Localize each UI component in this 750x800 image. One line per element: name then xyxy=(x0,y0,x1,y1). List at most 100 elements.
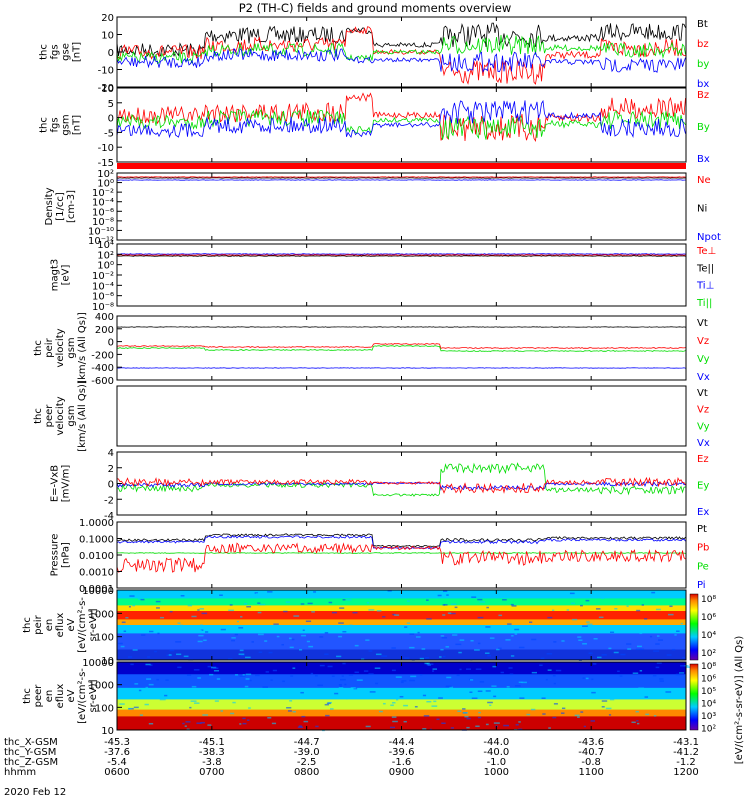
spec-electron-speck xyxy=(289,700,293,702)
spec-electron-speck xyxy=(392,701,396,704)
spec-ion-speck xyxy=(406,600,410,602)
spec-electron-speck xyxy=(509,673,514,676)
spec-ion-speck xyxy=(238,653,245,656)
p1-by-line xyxy=(116,108,686,140)
spec-electron-speck xyxy=(213,670,219,672)
y-tick-label: 0 xyxy=(108,114,114,125)
spec-ion-speck xyxy=(376,610,382,612)
colorbar-tick-label: 10³ xyxy=(701,712,716,722)
spec-electron-speck xyxy=(580,711,584,713)
spec-ion-speck xyxy=(598,616,604,619)
spec-ion-speck xyxy=(566,609,570,611)
spec-electron-speck xyxy=(469,691,473,694)
legend-by: by xyxy=(697,59,709,70)
spec-electron-speck xyxy=(635,710,639,713)
spec-ion-speck xyxy=(231,639,235,642)
spec-electron-speck xyxy=(553,703,558,705)
spec-ion-speck xyxy=(607,626,613,629)
spec-ion-speck xyxy=(489,637,495,639)
y-tick-label: 0.0001 xyxy=(79,584,114,595)
spec-electron-speck xyxy=(656,662,662,664)
spec-ion-speck xyxy=(409,633,415,635)
spec-ion-speck xyxy=(510,655,515,657)
spec-electron-speck xyxy=(652,692,656,694)
spec-electron-speck xyxy=(518,681,523,684)
spec-ion-speck xyxy=(366,601,370,604)
y-axis-label: peir xyxy=(44,337,55,357)
y-axis-label: sr-eV)] xyxy=(88,679,99,712)
spec-electron-speck xyxy=(138,689,142,692)
spec-electron-speck xyxy=(271,722,277,725)
xaxis-value: -44.0 xyxy=(483,737,509,748)
spec-ion-speck xyxy=(149,630,154,633)
spec-electron-speck xyxy=(119,703,125,705)
spec-electron-speck xyxy=(684,665,689,667)
spec-ion-speck xyxy=(201,612,208,615)
spec-ion-speck xyxy=(601,654,607,656)
spec-ion-speck xyxy=(246,605,252,608)
spec-electron-speck xyxy=(553,682,556,685)
legend-Pt: Pt xyxy=(697,524,707,535)
spec-electron-speck xyxy=(338,684,342,686)
spec-electron-speck xyxy=(393,688,398,691)
y-axis-label: [mV/m] xyxy=(61,465,72,503)
spec-ion-speck xyxy=(443,604,448,606)
p7-pi-line xyxy=(116,535,686,550)
y-axis-label: [km/s (All Qs)] xyxy=(77,380,88,452)
spec-ion-speck xyxy=(360,658,365,661)
spec-ion-speck xyxy=(666,654,672,656)
spec-ion-speck xyxy=(123,630,127,633)
spec-ion-speck xyxy=(132,649,138,651)
xaxis-value: 0900 xyxy=(389,767,414,778)
spec-ion-speck xyxy=(118,642,123,645)
y-tick-label: 2 xyxy=(108,464,114,475)
spec-ion-speck xyxy=(391,647,396,649)
y-tick-label: 5 xyxy=(108,99,114,110)
spec-electron-speck xyxy=(517,728,523,731)
y-tick-label: -4 xyxy=(104,511,114,522)
spec-electron-speck xyxy=(182,722,185,725)
spec-ion-band xyxy=(117,605,686,612)
spec-ion-speck xyxy=(653,650,659,652)
spec-electron-speck xyxy=(403,720,407,723)
colorbar-ion xyxy=(689,593,699,661)
y-tick-label: 400 xyxy=(95,312,114,323)
spec-ion-speck xyxy=(264,640,268,642)
spec-electron-speck xyxy=(314,675,318,677)
spec-electron-speck xyxy=(245,673,252,676)
spec-electron-speck xyxy=(193,669,200,671)
spec-ion-speck xyxy=(640,626,647,628)
spec-ion-speck xyxy=(442,614,446,616)
xaxis-value: -44.7 xyxy=(294,737,320,748)
legend-Bz: Bz xyxy=(697,90,709,101)
spec-electron-speck xyxy=(242,717,246,720)
xaxis-value: -2.5 xyxy=(297,757,317,768)
spec-electron-speck xyxy=(665,691,672,693)
spec-ion-speck xyxy=(417,631,420,634)
spec-ion-speck xyxy=(610,631,615,634)
y-axis-label: thc xyxy=(39,44,50,60)
colorbar-tick-label: 10⁴ xyxy=(701,700,716,710)
spec-electron-speck xyxy=(521,681,527,684)
spec-ion-speck xyxy=(671,648,676,651)
spec-electron-speck xyxy=(186,674,192,676)
legend-Ti⊥: Ti⊥ xyxy=(696,281,714,292)
xaxis-value: -37.6 xyxy=(104,747,130,758)
spec-electron-speck xyxy=(196,722,202,724)
spec-electron-speck xyxy=(545,678,548,681)
p7-pt-line xyxy=(116,533,686,548)
spec-electron-speck xyxy=(191,685,197,688)
spec-electron-speck xyxy=(242,722,247,725)
spec-ion-speck xyxy=(301,634,307,637)
spec-ion-speck xyxy=(392,613,396,616)
spec-electron-speck xyxy=(591,691,596,694)
y-tick-label: 10⁰ xyxy=(97,261,114,272)
spec-ion-speck xyxy=(676,630,680,632)
spec-ion-speck xyxy=(442,604,445,606)
spec-ion-speck xyxy=(458,651,462,654)
spec-ion-speck xyxy=(215,592,219,595)
spec-electron-speck xyxy=(583,725,586,728)
spec-electron-speck xyxy=(399,695,404,698)
spec-electron-speck xyxy=(345,697,348,700)
spec-electron-speck xyxy=(159,698,166,701)
